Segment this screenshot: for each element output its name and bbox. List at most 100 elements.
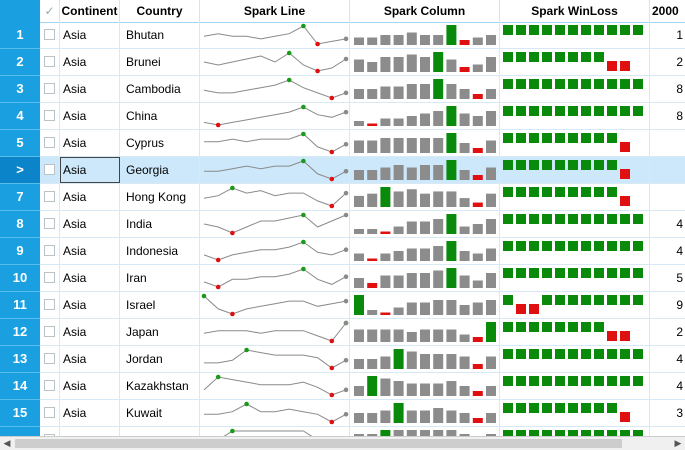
continent-cell[interactable]: Asia (60, 184, 120, 210)
row-header[interactable]: 13 (0, 346, 40, 373)
row-checkbox[interactable] (44, 380, 55, 391)
column-header-spark-winloss[interactable]: Spark WinLoss (500, 0, 650, 22)
year-2000-cell[interactable]: 4 (676, 244, 683, 258)
year-2000-cell[interactable]: 2 (676, 55, 683, 69)
row-header[interactable]: 14 (0, 373, 40, 400)
year-2000-cell[interactable] (650, 157, 685, 183)
row-header[interactable]: 4 (0, 103, 40, 130)
year-2000-cell[interactable]: 4 (676, 379, 683, 393)
row-checkbox[interactable] (44, 434, 55, 436)
column-header-2000[interactable]: 2000 (650, 0, 685, 22)
select-all-check-icon[interactable]: ✓ (40, 0, 60, 22)
continent-cell[interactable]: Asia (60, 211, 120, 237)
table-row[interactable] (0, 427, 685, 436)
scroll-right-arrow-icon[interactable]: ▶ (674, 438, 682, 448)
continent-cell[interactable]: Asia (60, 22, 120, 48)
country-cell[interactable]: Kuwait (120, 400, 200, 426)
country-cell[interactable]: Cambodia (120, 76, 200, 102)
continent-cell[interactable]: Asia (60, 265, 120, 291)
country-cell[interactable]: China (120, 103, 200, 129)
country-cell[interactable]: Hong Kong (120, 184, 200, 210)
table-row[interactable]: > Asia Georgia (0, 157, 685, 184)
row-checkbox[interactable] (44, 29, 55, 40)
row-header[interactable]: 8 (0, 211, 40, 238)
continent-cell[interactable]: Asia (60, 103, 120, 129)
row-checkbox[interactable] (44, 137, 55, 148)
year-2000-cell[interactable] (650, 130, 685, 156)
row-header[interactable]: 2 (0, 49, 40, 76)
continent-cell[interactable] (60, 427, 120, 436)
country-cell[interactable]: Georgia (120, 157, 200, 183)
year-2000-cell[interactable]: 4 (676, 352, 683, 366)
country-cell[interactable]: Iran (120, 265, 200, 291)
country-cell[interactable] (120, 427, 200, 436)
year-2000-cell[interactable]: 8 (676, 82, 683, 96)
row-header[interactable]: 5 (0, 130, 40, 157)
scrollbar-thumb[interactable] (15, 439, 622, 448)
row-checkbox[interactable] (44, 191, 55, 202)
year-2000-cell[interactable] (650, 184, 685, 210)
table-row[interactable]: 13 Asia Jordan 4 (0, 346, 685, 373)
row-header[interactable]: 3 (0, 76, 40, 103)
continent-cell[interactable]: Asia (60, 130, 120, 156)
row-header[interactable]: 7 (0, 184, 40, 211)
row-checkbox[interactable] (44, 164, 55, 175)
row-header[interactable]: 12 (0, 319, 40, 346)
table-row[interactable]: 5 Asia Cyprus (0, 130, 685, 157)
continent-cell[interactable]: Asia (60, 238, 120, 264)
table-row[interactable]: 10 Asia Iran 5 (0, 265, 685, 292)
row-checkbox[interactable] (44, 218, 55, 229)
row-header[interactable]: > (0, 157, 40, 184)
table-row[interactable]: 11 Asia Israel 9 (0, 292, 685, 319)
year-2000-cell[interactable]: 1 (676, 28, 683, 42)
table-row[interactable]: 9 Asia Indonesia 4 (0, 238, 685, 265)
column-header-spark-column[interactable]: Spark Column (350, 0, 500, 22)
row-header[interactable]: 15 (0, 400, 40, 427)
continent-cell[interactable]: Asia (60, 400, 120, 426)
scroll-left-arrow-icon[interactable]: ◀ (3, 438, 11, 448)
table-row[interactable]: 8 Asia India 4 (0, 211, 685, 238)
country-cell[interactable]: Brunei (120, 49, 200, 75)
country-cell[interactable]: Israel (120, 292, 200, 318)
row-header[interactable]: 9 (0, 238, 40, 265)
row-header-corner[interactable] (0, 0, 40, 22)
country-cell[interactable]: Bhutan (120, 22, 200, 48)
row-checkbox[interactable] (44, 56, 55, 67)
year-2000-cell[interactable]: 2 (676, 325, 683, 339)
country-cell[interactable]: Jordan (120, 346, 200, 372)
year-2000-cell[interactable]: 4 (676, 217, 683, 231)
continent-cell[interactable]: Asia (60, 292, 120, 318)
continent-cell[interactable]: Asia (60, 373, 120, 399)
table-row[interactable]: 7 Asia Hong Kong (0, 184, 685, 211)
country-cell[interactable]: Cyprus (120, 130, 200, 156)
row-checkbox[interactable] (44, 353, 55, 364)
row-header[interactable]: 11 (0, 292, 40, 319)
row-checkbox[interactable] (44, 83, 55, 94)
continent-cell[interactable]: Asia (60, 319, 120, 345)
table-row[interactable]: 3 Asia Cambodia 8 (0, 76, 685, 103)
column-header-spark-line[interactable]: Spark Line (200, 0, 350, 22)
year-2000-cell[interactable]: 5 (676, 271, 683, 285)
row-header[interactable]: 10 (0, 265, 40, 292)
table-row[interactable]: 2 Asia Brunei 2 (0, 49, 685, 76)
column-header-continent[interactable]: Continent (60, 0, 120, 22)
continent-cell[interactable]: Asia (60, 49, 120, 75)
year-2000-cell[interactable]: 8 (676, 109, 683, 123)
row-checkbox[interactable] (44, 245, 55, 256)
horizontal-scrollbar[interactable]: ◀ ▶ (0, 436, 685, 450)
continent-cell[interactable]: Asia (60, 157, 120, 183)
country-cell[interactable]: Indonesia (120, 238, 200, 264)
continent-cell[interactable]: Asia (60, 76, 120, 102)
row-checkbox[interactable] (44, 326, 55, 337)
country-cell[interactable]: Kazakhstan (120, 373, 200, 399)
table-row[interactable]: 15 Asia Kuwait 3 (0, 400, 685, 427)
year-2000-cell[interactable]: 9 (676, 298, 683, 312)
country-cell[interactable]: India (120, 211, 200, 237)
row-checkbox[interactable] (44, 110, 55, 121)
continent-cell[interactable]: Asia (60, 346, 120, 372)
year-2000-cell[interactable]: 3 (676, 406, 683, 420)
table-row[interactable]: 12 Asia Japan 2 (0, 319, 685, 346)
row-checkbox[interactable] (44, 299, 55, 310)
row-header[interactable] (0, 427, 40, 436)
table-row[interactable]: 1 Asia Bhutan 1 (0, 22, 685, 49)
